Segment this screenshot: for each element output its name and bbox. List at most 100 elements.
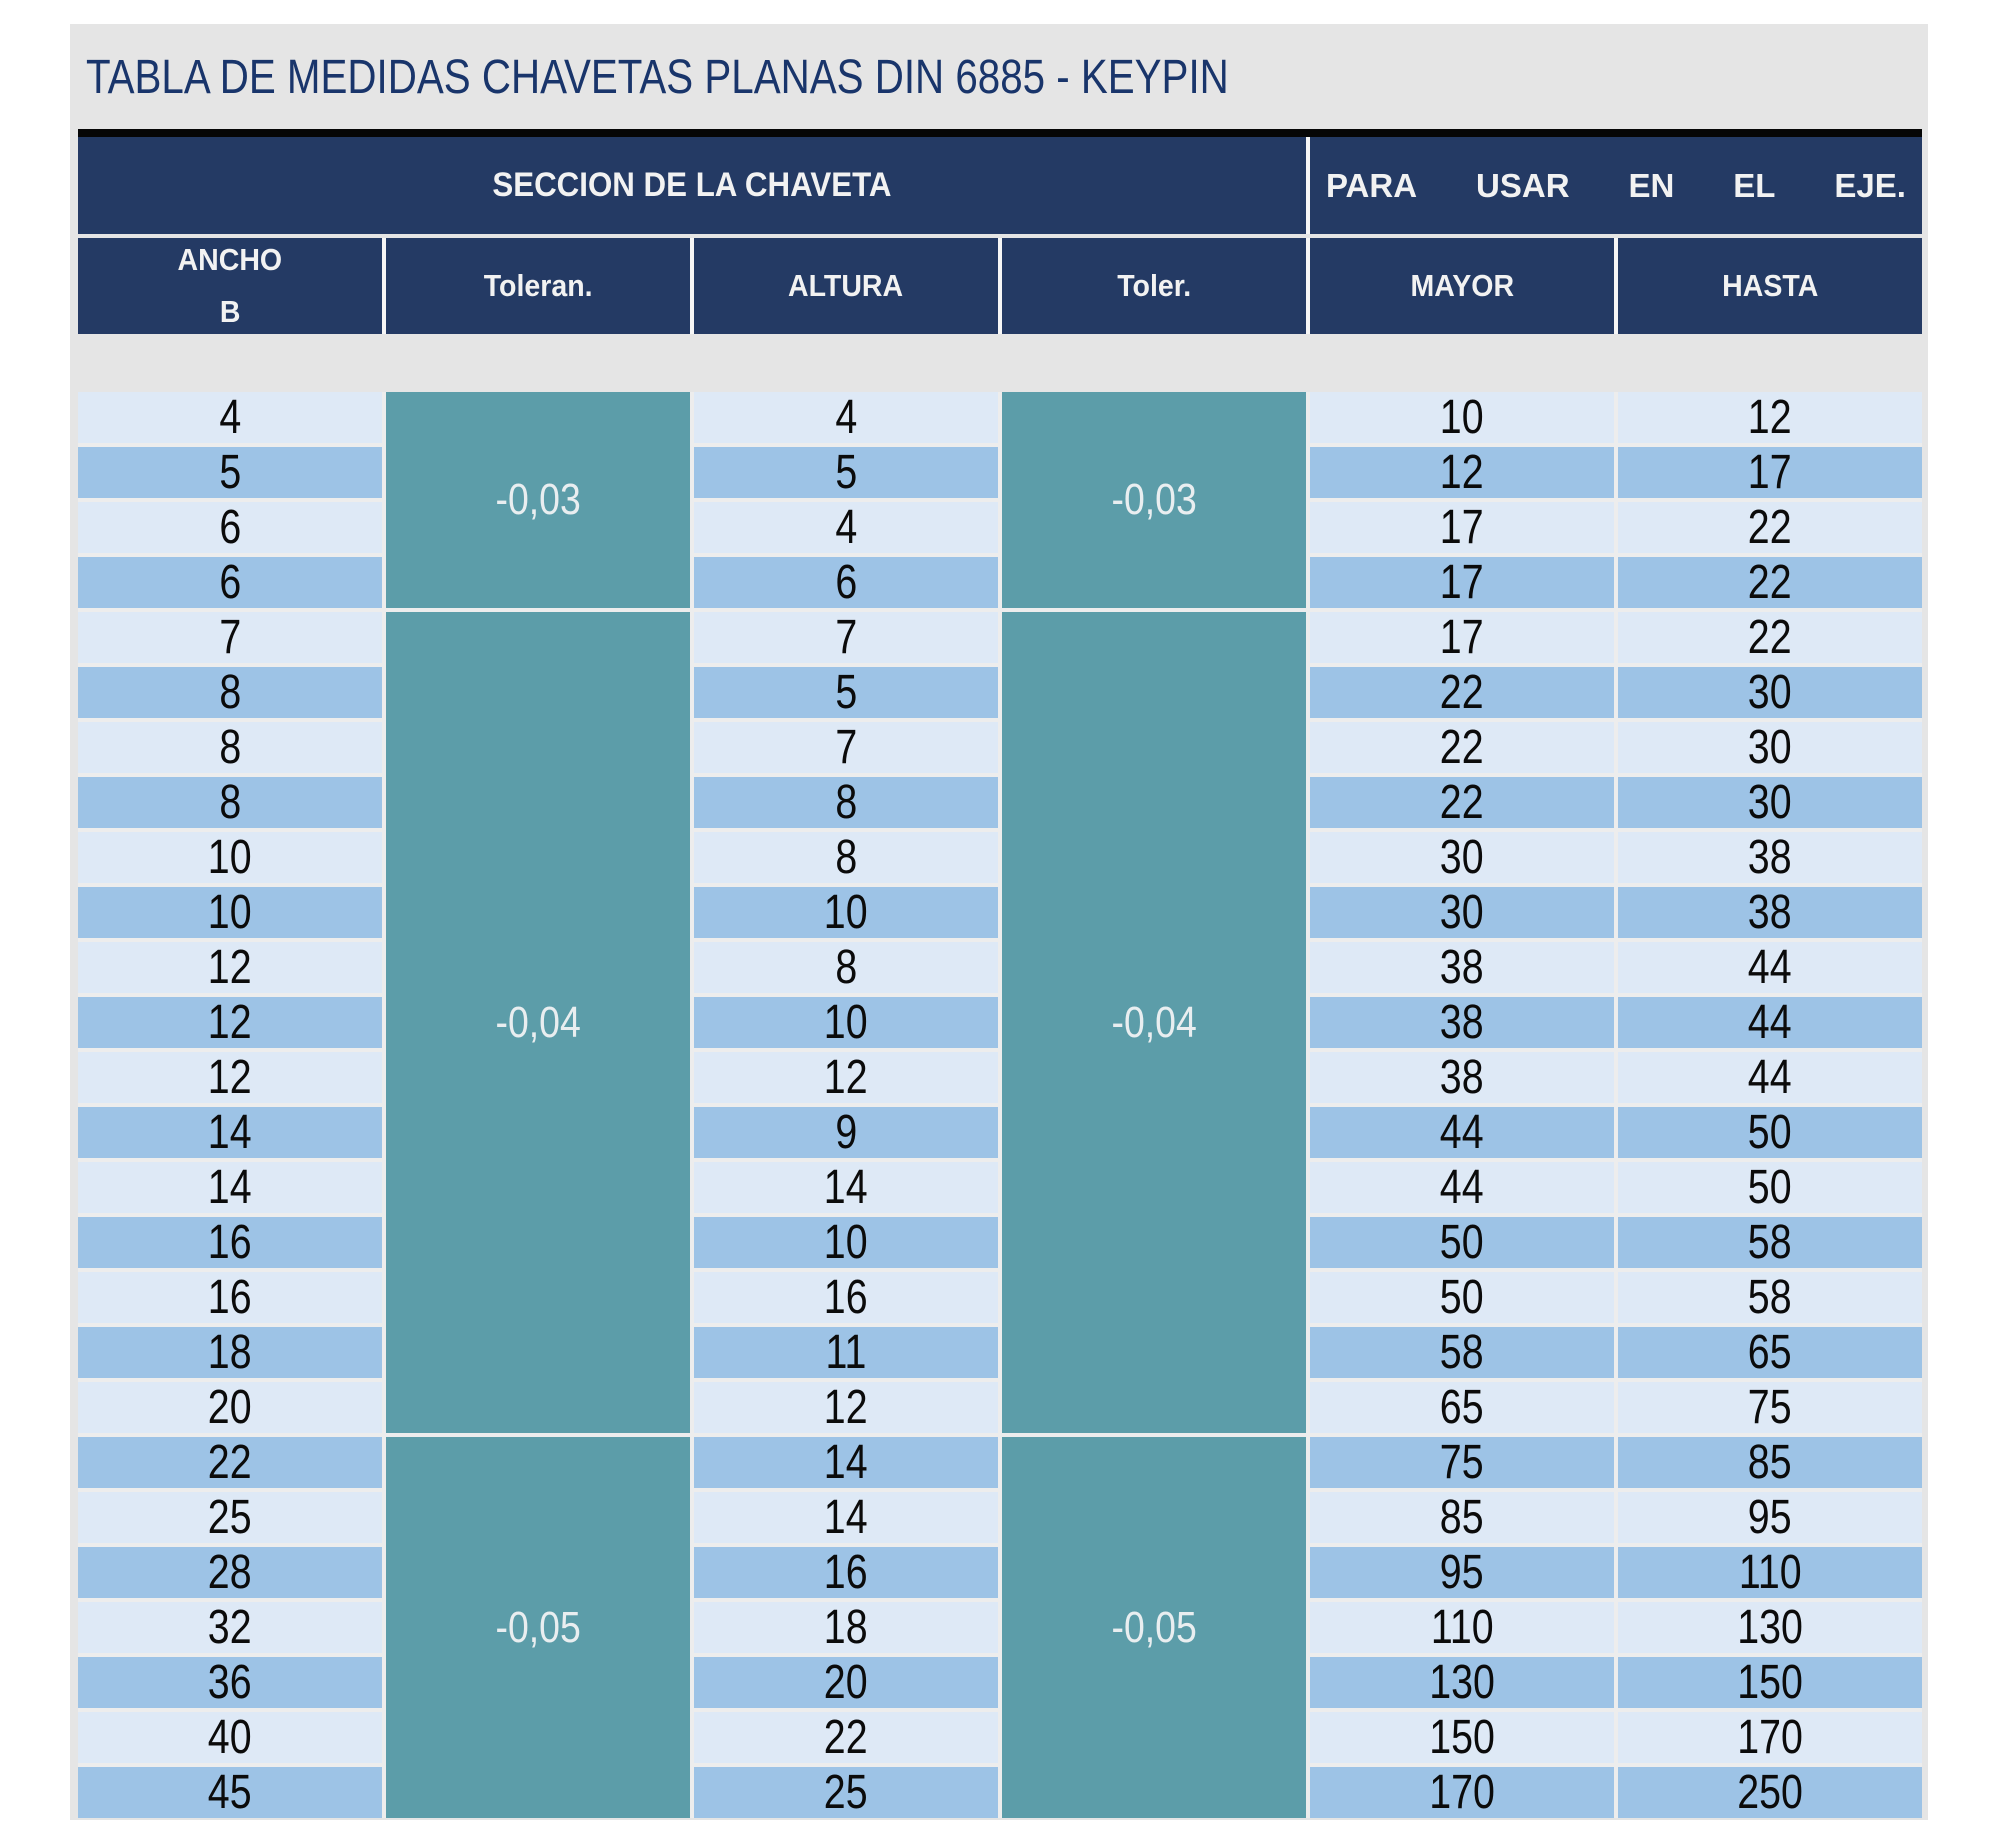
- table-cell: 58: [1618, 1217, 1922, 1268]
- table-cell: 14: [694, 1492, 998, 1543]
- table-cell: 18: [78, 1327, 382, 1378]
- table-cell: 95: [1310, 1547, 1614, 1598]
- table-cell: 6: [78, 502, 382, 553]
- table-cell: 8: [78, 722, 382, 773]
- tolerance-value: -0,03: [495, 475, 581, 524]
- table-cell: 22: [1618, 502, 1922, 553]
- table-cell: 6: [694, 557, 998, 608]
- table-cell: 17: [1310, 502, 1614, 553]
- table-cell: 38: [1310, 997, 1614, 1048]
- shaft-group-header-cell: PARA USAR EN EL EJE.: [1310, 137, 1922, 234]
- table-cell: 6: [78, 557, 382, 608]
- table-cell: 18: [694, 1602, 998, 1653]
- table-cell: 22: [694, 1712, 998, 1763]
- table-cell: 5: [694, 447, 998, 498]
- tolerance-value: -0,04: [1111, 997, 1197, 1047]
- table-cell: 130: [1310, 1657, 1614, 1708]
- table-cell: 85: [1618, 1437, 1922, 1488]
- table-cell: 65: [1310, 1382, 1614, 1433]
- table-cell: 22: [1310, 667, 1614, 718]
- column-header-ancho: ANCHO B: [78, 238, 382, 334]
- table-cell: 110: [1618, 1547, 1922, 1598]
- table-cell: 65: [1618, 1327, 1922, 1378]
- table-cell: 16: [694, 1272, 998, 1323]
- table-cell: 32: [78, 1602, 382, 1653]
- column-header-hasta: HASTA: [1618, 238, 1922, 334]
- table-cell: 50: [1310, 1217, 1614, 1268]
- table-cell: 12: [1310, 447, 1614, 498]
- table-cell: 4: [78, 392, 382, 443]
- table-cell: 45: [78, 1767, 382, 1818]
- table-cell: 250: [1618, 1767, 1922, 1818]
- table-cell: 10: [78, 887, 382, 938]
- section-group-header-cell: SECCION DE LA CHAVETA: [78, 137, 1306, 234]
- tolerance-value: -0,05: [495, 1602, 581, 1652]
- table-cell: 9: [694, 1107, 998, 1158]
- table-cell: 16: [78, 1272, 382, 1323]
- column-header-ancho-label: ANCHO: [177, 242, 283, 277]
- table-body: 4 4 10 12 5 5 12 17 6 4 17 22 6 6 17 22 7 7 17 22 8 5 22 30 8 7 22…: [78, 392, 1922, 1818]
- table-cell: 25: [78, 1492, 382, 1543]
- table-cell: 30: [1618, 777, 1922, 828]
- table-cell: 8: [694, 942, 998, 993]
- table-cell: 110: [1310, 1602, 1614, 1653]
- table-cell: 30: [1310, 887, 1614, 938]
- tolerance-value: -0,04: [495, 997, 581, 1047]
- table-cell: 30: [1618, 667, 1922, 718]
- table-cell: 12: [78, 1052, 382, 1103]
- table-cell: 40: [78, 1712, 382, 1763]
- table-cell: 16: [78, 1217, 382, 1268]
- table-cell: 22: [1310, 722, 1614, 773]
- tolerance-value: -0,03: [1111, 475, 1197, 524]
- table-cell: 4: [694, 392, 998, 443]
- table-cell: 22: [1618, 557, 1922, 608]
- table-cell: 12: [694, 1382, 998, 1433]
- table-header-group-row: SECCION DE LA CHAVETA PARA USAR EN EL EJ…: [78, 137, 1922, 234]
- table-cell: 28: [78, 1547, 382, 1598]
- table-cell: 130: [1618, 1602, 1922, 1653]
- table-cell: 58: [1618, 1272, 1922, 1323]
- table-cell: 11: [694, 1327, 998, 1378]
- table-cell: 5: [694, 667, 998, 718]
- table-cell: 17: [1618, 447, 1922, 498]
- table-cell: 38: [1618, 832, 1922, 883]
- table-cell: 20: [694, 1657, 998, 1708]
- table-cell: 8: [694, 777, 998, 828]
- tolerance-block: -0,04: [1002, 612, 1306, 1433]
- table-cell: 44: [1618, 1052, 1922, 1103]
- table-cell: 22: [1310, 777, 1614, 828]
- table-cell: 10: [694, 1217, 998, 1268]
- column-header-altura: ALTURA: [694, 238, 998, 334]
- table-cell: 14: [694, 1162, 998, 1213]
- table-cell: 5: [78, 447, 382, 498]
- table-cell: 20: [78, 1382, 382, 1433]
- shaft-header-word: EJE.: [1834, 166, 1906, 204]
- tolerance-block: -0,04: [386, 612, 690, 1433]
- table-cell: 22: [78, 1437, 382, 1488]
- table-cell: 36: [78, 1657, 382, 1708]
- section-group-label: SECCION DE LA CHAVETA: [492, 166, 892, 204]
- table-cell: 17: [1310, 557, 1614, 608]
- table-cell: 44: [1618, 997, 1922, 1048]
- table-cell: 14: [694, 1437, 998, 1488]
- table-cell: 12: [1618, 392, 1922, 443]
- table-cell: 44: [1618, 942, 1922, 993]
- table-cell: 85: [1310, 1492, 1614, 1543]
- table-cell: 50: [1618, 1107, 1922, 1158]
- table-cell: 95: [1618, 1492, 1922, 1543]
- divider-rule: [78, 129, 1922, 137]
- table-cell: 10: [78, 832, 382, 883]
- tolerance-block: -0,03: [386, 392, 690, 608]
- table-cell: 12: [78, 997, 382, 1048]
- shaft-header-word: PARA: [1326, 166, 1418, 204]
- table-cell: 75: [1618, 1382, 1922, 1433]
- tolerance-block: -0,05: [1002, 1437, 1306, 1818]
- table-cell: 14: [78, 1162, 382, 1213]
- table-cell: 170: [1310, 1767, 1614, 1818]
- table-cell: 8: [78, 777, 382, 828]
- table-cell: 7: [78, 612, 382, 663]
- table-cell: 170: [1618, 1712, 1922, 1763]
- column-header-mayor: MAYOR: [1310, 238, 1614, 334]
- table-cell: 44: [1310, 1162, 1614, 1213]
